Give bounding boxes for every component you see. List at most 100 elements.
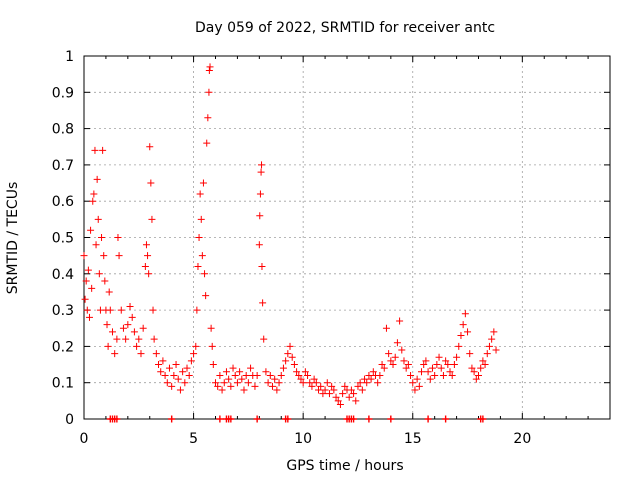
data-point	[424, 368, 432, 376]
data-point	[264, 379, 272, 387]
data-point	[389, 361, 397, 369]
data-point	[378, 361, 386, 369]
data-point	[238, 375, 246, 383]
chart-title: Day 059 of 2022, SRMTID for receiver ant…	[195, 20, 495, 36]
x-tick-label: 20	[513, 431, 531, 447]
data-point	[321, 386, 329, 394]
data-point	[170, 371, 178, 379]
data-point	[464, 328, 472, 336]
data-point	[168, 382, 176, 390]
grid	[84, 56, 610, 419]
bottom-marker	[168, 415, 176, 423]
data-point	[152, 350, 160, 358]
data-point	[402, 364, 410, 372]
data-point	[108, 328, 116, 336]
data-point	[114, 234, 122, 241]
data-point	[141, 263, 149, 271]
data-point	[101, 277, 109, 285]
data-point	[115, 252, 123, 260]
data-point	[444, 361, 452, 369]
data-point	[319, 390, 327, 398]
y-tick-labels: 0 0.1 0.2 0.3 0.4 0.5 0.6 0.7 0.8 0.9 1	[52, 49, 74, 428]
data-point	[277, 371, 285, 379]
data-point	[334, 397, 342, 405]
data-point	[457, 332, 465, 340]
x-tick-label: 0	[80, 431, 89, 447]
data-point	[106, 306, 114, 314]
data-point	[310, 375, 318, 383]
data-point	[483, 350, 491, 358]
data-point	[354, 382, 362, 390]
data-point	[104, 342, 112, 350]
data-point	[332, 393, 340, 401]
data-point	[404, 361, 412, 369]
data-point	[105, 288, 113, 296]
data-point	[475, 371, 482, 379]
data-point	[470, 368, 478, 376]
data-point	[420, 361, 428, 369]
bottom-marker	[387, 415, 395, 423]
data-point	[161, 371, 169, 379]
data-point	[258, 161, 266, 169]
data-point	[144, 252, 152, 260]
data-point	[222, 368, 230, 376]
data-point	[369, 368, 377, 376]
data-point	[459, 321, 467, 329]
data-point	[103, 321, 111, 329]
data-point	[247, 364, 255, 372]
data-point	[155, 361, 163, 369]
data-point	[183, 364, 191, 372]
data-point	[187, 357, 195, 365]
data-point	[209, 361, 217, 369]
data-point	[218, 386, 226, 394]
data-point	[315, 386, 323, 394]
bottom-marker	[424, 415, 432, 423]
data-point	[352, 397, 360, 405]
data-point	[286, 342, 294, 350]
y-tick-label: 0.6	[52, 194, 74, 210]
data-point	[83, 306, 91, 314]
data-point	[212, 379, 219, 387]
data-point	[396, 317, 404, 325]
bottom-marker	[365, 415, 373, 423]
data-point	[149, 306, 157, 314]
data-point	[398, 346, 406, 354]
data-point	[214, 382, 222, 390]
data-point	[385, 350, 393, 358]
y-tick-label: 0.2	[52, 339, 74, 355]
data-point	[82, 277, 90, 285]
data-point	[472, 375, 480, 383]
data-point	[165, 364, 173, 372]
data-point	[205, 88, 213, 96]
data-point	[133, 342, 141, 350]
data-point	[227, 382, 235, 390]
data-point	[122, 335, 130, 343]
data-point	[256, 212, 264, 220]
data-point	[450, 361, 458, 369]
y-tick-label: 0.1	[52, 376, 74, 392]
data-point	[273, 386, 281, 394]
x-tick-label: 5	[189, 431, 198, 447]
data-point	[428, 364, 436, 372]
data-point	[176, 386, 184, 394]
data-point	[190, 350, 198, 358]
data-point	[255, 241, 263, 249]
data-point	[251, 382, 259, 390]
data-point	[203, 139, 211, 147]
data-point	[325, 390, 333, 398]
data-point	[220, 379, 228, 387]
data-point	[400, 357, 408, 365]
data-point	[415, 382, 423, 390]
data-point	[299, 379, 307, 387]
data-point	[312, 379, 320, 387]
data-point	[488, 335, 496, 343]
data-point	[185, 371, 193, 379]
y-axis-label: SRMTID / TECUs	[5, 182, 21, 295]
data-point	[350, 390, 358, 398]
data-point	[81, 295, 89, 303]
data-point	[356, 379, 364, 387]
data-point	[80, 252, 88, 260]
data-point	[111, 350, 119, 358]
data-point	[490, 328, 498, 336]
data-point	[347, 386, 355, 394]
